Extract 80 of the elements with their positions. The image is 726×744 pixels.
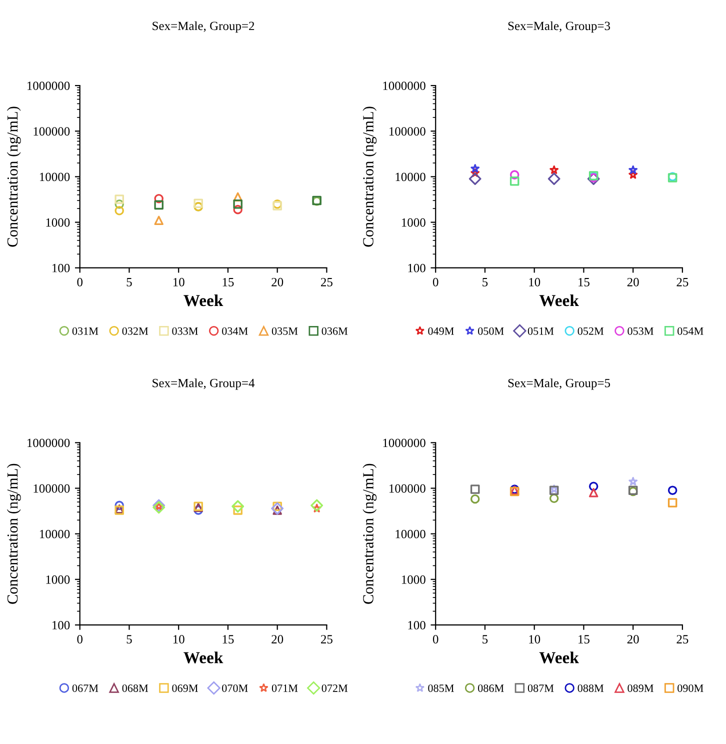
legend-label: 031M: [72, 327, 98, 335]
x-tick-label: 0: [432, 278, 438, 286]
x-tick-label: 15: [222, 635, 234, 644]
legend-label: 054M: [678, 327, 704, 335]
y-tick-label: 100: [52, 620, 70, 630]
x-tick-label: 0: [77, 278, 83, 286]
legend-label: 035M: [272, 327, 298, 335]
x-tick-label: 25: [676, 635, 688, 644]
y-tick-label: 10000: [40, 530, 70, 538]
y-tick-label: 100: [52, 264, 70, 272]
legend-label: 052M: [578, 327, 604, 335]
x-tick-label: 25: [321, 635, 332, 644]
legend-label: 090M: [678, 684, 704, 692]
x-tick-label: 15: [578, 635, 590, 644]
x-tick-label: 20: [272, 278, 284, 286]
chart-title: Sex=Male, Group=2: [152, 21, 254, 33]
legend-label: 086M: [478, 684, 504, 692]
legend-label: 051M: [528, 327, 554, 335]
x-axis-title: Week: [184, 652, 224, 664]
legend-label: 053M: [628, 327, 654, 335]
x-axis-title: Week: [539, 652, 579, 664]
y-axis-title: Concentration (ng/mL): [6, 106, 21, 247]
y-tick-label: 10000: [396, 530, 426, 538]
x-axis-title: Week: [539, 294, 579, 306]
y-tick-label: 1000: [46, 218, 70, 227]
x-axis-title: Week: [184, 294, 224, 306]
legend-label: 088M: [578, 684, 604, 692]
y-tick-label: 1000000: [383, 82, 426, 90]
x-tick-label: 15: [578, 278, 590, 286]
legend-label: 067M: [72, 684, 98, 692]
x-tick-label: 10: [529, 635, 540, 644]
y-tick-label: 100000: [34, 127, 70, 136]
chart-title: Sex=Male, Group=4: [152, 378, 255, 390]
legend-label: 049M: [428, 327, 454, 335]
legend-label: 072M: [322, 684, 348, 692]
x-tick-label: 5: [126, 635, 132, 644]
legend-label: 068M: [122, 684, 148, 692]
x-tick-label: 5: [126, 278, 132, 286]
legend-label: 033M: [172, 327, 198, 335]
legend-label: 070M: [222, 684, 248, 692]
legend-label: 036M: [322, 327, 348, 335]
legend-label: 069M: [172, 684, 198, 692]
legend-label: 071M: [272, 684, 298, 692]
y-tick-label: 1000: [402, 218, 426, 227]
x-tick-label: 20: [627, 278, 639, 286]
legend-label: 087M: [528, 684, 554, 692]
y-tick-label: 1000: [46, 575, 70, 584]
y-tick-label: 1000: [402, 575, 426, 584]
legend-label: 032M: [122, 327, 148, 335]
legend-label: 050M: [478, 327, 504, 335]
x-tick-label: 5: [482, 278, 488, 286]
chart-title: Sex=Male, Group=3: [508, 21, 610, 33]
y-tick-label: 100000: [389, 127, 426, 136]
chart-title: Sex=Male, Group=5: [508, 378, 610, 390]
x-tick-label: 15: [222, 278, 234, 286]
y-tick-label: 100: [408, 264, 426, 272]
x-tick-label: 20: [272, 635, 284, 644]
y-axis-title: Concentration (ng/mL): [362, 464, 377, 604]
y-tick-label: 10000: [40, 172, 70, 182]
y-tick-label: 10000: [396, 172, 426, 182]
y-tick-label: 100000: [34, 484, 70, 493]
x-tick-label: 0: [432, 635, 438, 644]
x-tick-label: 10: [529, 278, 540, 286]
y-tick-label: 1000000: [27, 438, 70, 448]
y-axis-title: Concentration (ng/mL): [362, 106, 377, 247]
x-tick-label: 20: [627, 635, 639, 644]
x-tick-label: 10: [173, 278, 184, 286]
y-tick-label: 1000000: [383, 438, 426, 448]
x-tick-label: 25: [321, 278, 332, 286]
x-tick-label: 5: [482, 635, 488, 644]
x-tick-label: 0: [77, 635, 83, 644]
legend-label: 034M: [222, 327, 248, 335]
y-axis-title: Concentration (ng/mL): [6, 464, 21, 604]
legend-label: 085M: [428, 684, 454, 692]
x-tick-label: 25: [676, 278, 688, 286]
legend-label: 089M: [628, 684, 654, 692]
x-tick-label: 10: [173, 635, 184, 644]
y-tick-label: 100000: [389, 484, 426, 493]
y-tick-label: 100: [408, 620, 426, 630]
y-tick-label: 1000000: [27, 82, 70, 90]
